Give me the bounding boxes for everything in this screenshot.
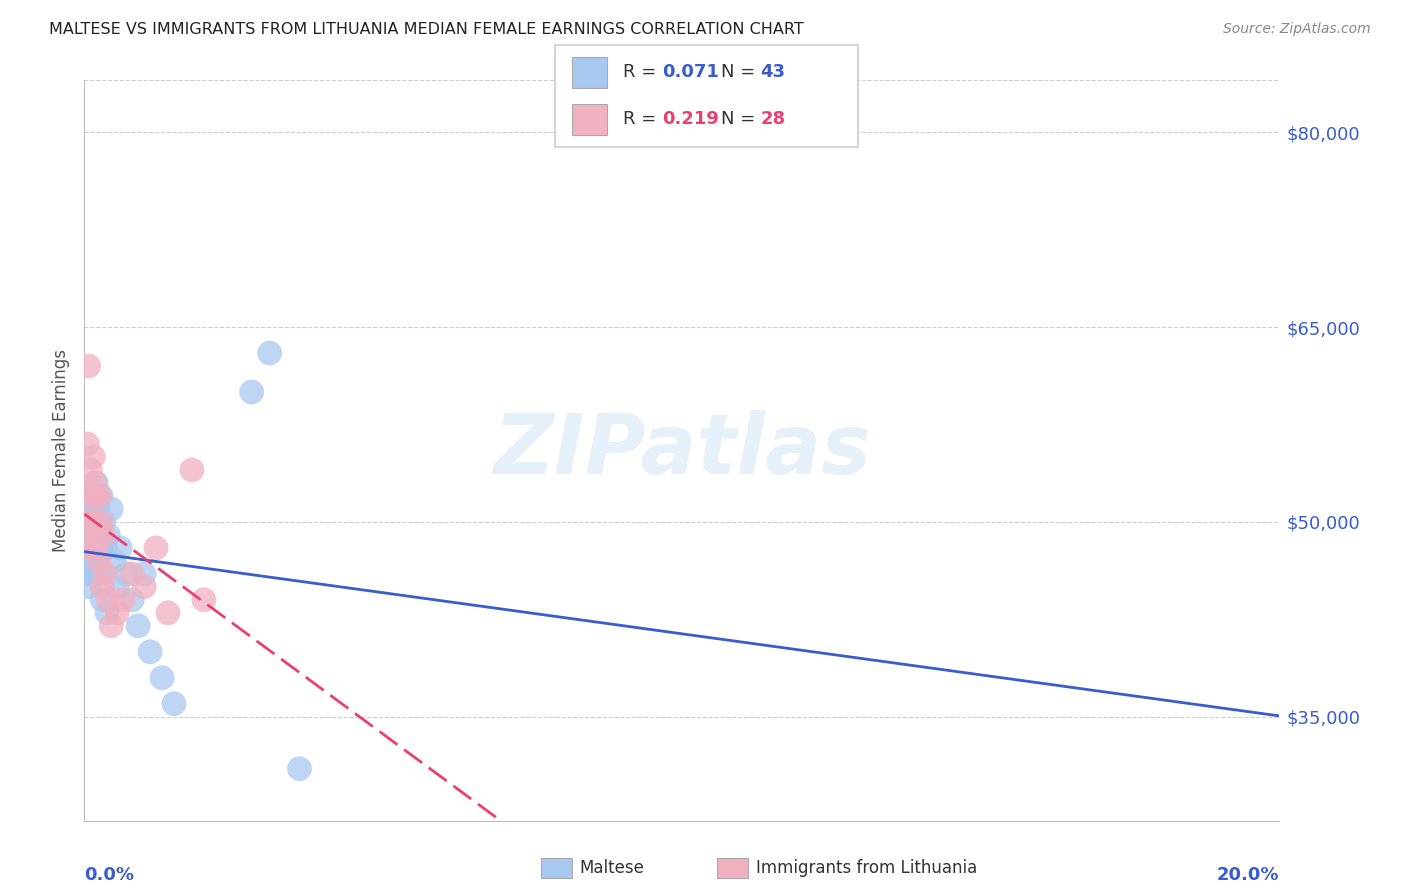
Point [77,554,100,568]
Text: Source: ZipAtlas.com: Source: ZipAtlas.com [1223,22,1371,37]
Point [97,592,120,607]
Point [80,515,103,529]
Point [83,475,105,490]
Point [112,592,135,607]
Text: N =: N = [721,111,761,128]
Point [193,592,215,607]
Point [76,437,98,451]
Point [90,541,112,555]
Point [83,515,105,529]
Point [79,463,101,477]
Point [91,580,114,594]
Text: Immigrants from Lithuania: Immigrants from Lithuania [756,859,977,877]
Point [103,554,125,568]
Point [139,645,162,659]
Point [96,606,118,620]
Point [82,450,104,464]
Point [163,697,186,711]
Point [82,515,104,529]
Point [86,489,108,503]
Text: N =: N = [721,63,761,81]
Point [157,606,180,620]
Point [150,671,173,685]
Text: 0.071: 0.071 [662,63,718,81]
Point [132,566,156,581]
Point [77,580,100,594]
Point [97,528,120,542]
Text: MALTESE VS IMMIGRANTS FROM LITHUANIA MEDIAN FEMALE EARNINGS CORRELATION CHART: MALTESE VS IMMIGRANTS FROM LITHUANIA MED… [49,22,804,37]
Point [79,528,101,542]
Y-axis label: Median Female Earnings: Median Female Earnings [52,349,70,552]
Point [82,554,104,568]
Point [121,592,143,607]
Point [91,592,114,607]
Point [91,566,114,581]
Point [77,359,100,373]
Point [79,541,101,555]
Point [288,762,311,776]
Point [100,502,122,516]
Point [84,541,107,555]
Point [89,489,111,503]
Point [84,566,107,581]
Point [86,528,108,542]
Text: 43: 43 [761,63,786,81]
Point [93,528,115,542]
Point [259,346,281,360]
Point [86,528,108,542]
Point [121,566,143,581]
Point [100,619,122,633]
Point [115,566,138,581]
Text: R =: R = [623,63,662,81]
Text: 28: 28 [761,111,786,128]
Text: 0.0%: 0.0% [84,866,135,884]
Point [76,515,98,529]
Text: Maltese: Maltese [579,859,644,877]
Point [127,619,149,633]
Point [90,489,112,503]
Point [89,566,111,581]
Point [76,541,98,555]
Point [80,566,103,581]
Point [82,489,104,503]
Point [86,475,108,490]
Point [110,541,132,555]
Point [90,515,112,529]
Point [86,554,108,568]
Point [94,541,117,555]
Point [181,463,204,477]
Point [80,489,103,503]
Point [105,606,128,620]
Point [94,566,117,581]
Point [76,566,98,581]
Point [145,541,167,555]
Text: ZIPatlas: ZIPatlas [494,410,870,491]
Point [86,502,108,516]
Point [240,384,263,399]
Point [83,541,105,555]
Point [132,580,156,594]
Point [76,541,98,555]
Text: R =: R = [623,111,662,128]
Point [105,580,128,594]
Point [89,515,111,529]
Point [79,502,101,516]
Point [79,515,101,529]
Text: 0.219: 0.219 [662,111,718,128]
Text: 20.0%: 20.0% [1218,866,1279,884]
Point [93,515,115,529]
Point [89,554,111,568]
